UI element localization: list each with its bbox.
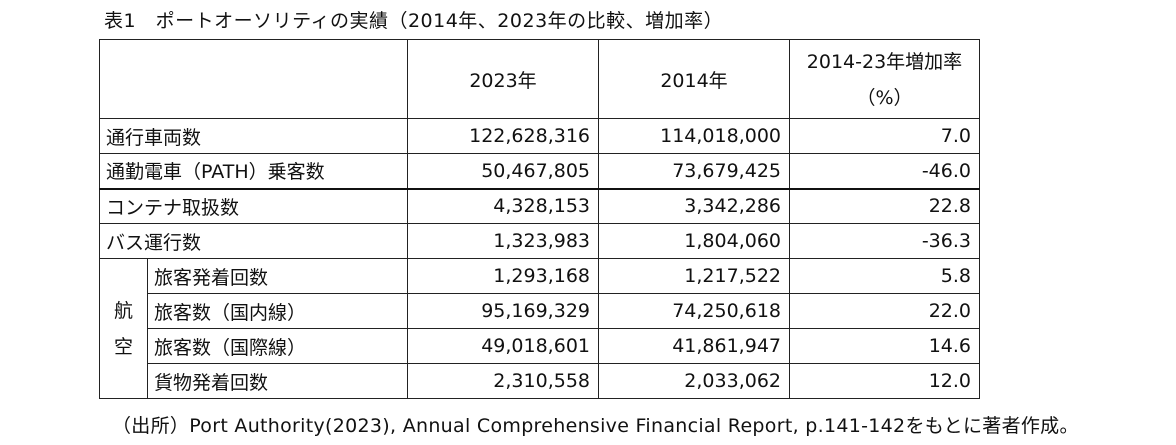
source-note: （出所）Port Authority(2023), Annual Compreh… (112, 415, 1079, 437)
value-2014: 1,804,060 (598, 223, 790, 259)
value-2014: 41,861,947 (598, 328, 790, 364)
header-2014: 2014年 (598, 39, 790, 119)
rate-value: 14.6 (789, 328, 980, 364)
value-2023: 50,467,805 (407, 153, 599, 189)
port-authority-table: 2023年 2014年 2014-23年増加率 （%） 通行車両数 122,62… (99, 39, 980, 399)
rate-value: -46.0 (789, 153, 980, 189)
rate-value: 7.0 (789, 118, 980, 154)
header-row: 2023年 2014年 2014-23年増加率 （%） (99, 39, 980, 119)
value-2023: 2,310,558 (407, 363, 599, 399)
value-2014: 1,217,522 (598, 258, 790, 294)
header-rate-line1: 2014-23年増加率 (806, 51, 963, 73)
row-label: コンテナ取扱数 (99, 187, 408, 224)
rate-value: 22.8 (789, 187, 980, 224)
rate-value: 22.0 (789, 293, 980, 329)
value-2023: 4,328,153 (407, 187, 599, 224)
table-row: 旅客数（国際線） 49,018,601 41,861,947 14.6 (100, 328, 980, 364)
row-label: 通行車両数 (99, 118, 408, 154)
row-label: バス運行数 (99, 223, 408, 259)
value-2014: 3,342,286 (598, 187, 790, 224)
table-row: バス運行数 1,323,983 1,804,060 -36.3 (99, 223, 980, 259)
row-label: 旅客発着回数 (147, 258, 408, 294)
row-label: 旅客数（国際線） (147, 328, 408, 364)
table-row: コンテナ取扱数 4,328,153 3,342,286 22.8 (99, 187, 980, 224)
header-blank (99, 39, 408, 119)
table-row: 旅客数（国内線） 95,169,329 74,250,618 22.0 (100, 293, 980, 329)
row-label: 旅客数（国内線） (147, 293, 408, 329)
header-2023: 2023年 (407, 39, 599, 119)
aviation-group-label: 航 空 (99, 258, 148, 399)
aviation-label-char-1: 航 (113, 299, 133, 322)
value-2014: 74,250,618 (598, 293, 790, 329)
rate-value: 5.8 (789, 258, 980, 294)
rate-value: -36.3 (789, 223, 980, 259)
value-2023: 95,169,329 (407, 293, 599, 329)
value-2023: 1,323,983 (407, 223, 599, 259)
value-2023: 49,018,601 (407, 328, 599, 364)
value-2023: 122,628,316 (407, 118, 599, 154)
header-rate: 2014-23年増加率 （%） (789, 39, 980, 119)
row-label: 貨物発着回数 (147, 363, 408, 399)
table-row: 貨物発着回数 2,310,558 2,033,062 12.0 (100, 363, 980, 399)
rate-value: 12.0 (789, 363, 980, 399)
aviation-label-char-2: 空 (113, 335, 133, 358)
table-row: 通行車両数 122,628,316 114,018,000 7.0 (99, 118, 980, 154)
row-label: 通勤電車（PATH）乗客数 (99, 153, 408, 189)
value-2014: 114,018,000 (598, 118, 790, 154)
value-2014: 73,679,425 (598, 153, 790, 189)
header-rate-line2: （%） (856, 87, 913, 109)
value-2023: 1,293,168 (407, 258, 599, 294)
table-row: 通勤電車（PATH）乗客数 50,467,805 73,679,425 -46.… (99, 153, 980, 189)
table-caption: 表1 ポートオーソリティの実績（2014年、2023年の比較、増加率） (104, 10, 724, 32)
table-row: 航 空 旅客発着回数 1,293,168 1,217,522 5.8 (99, 258, 980, 399)
value-2014: 2,033,062 (598, 363, 790, 399)
